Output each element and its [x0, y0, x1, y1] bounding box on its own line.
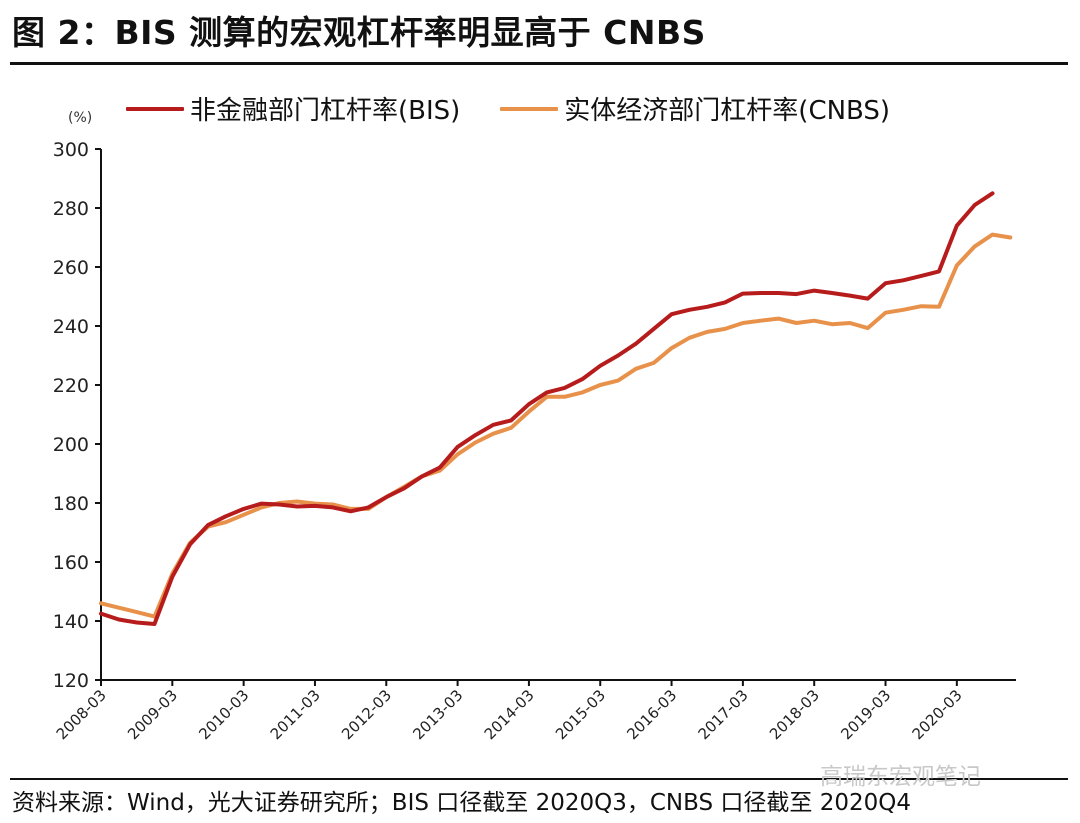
- y-tick-label: 160: [53, 552, 89, 574]
- y-tick-label: 300: [53, 139, 89, 161]
- y-tick-label: 260: [53, 257, 89, 279]
- y-tick-label: 140: [53, 611, 89, 633]
- figure-title: 图 2：BIS 测算的宏观杠杆率明显高于 CNBS: [12, 13, 706, 52]
- title-divider: [10, 62, 1068, 65]
- x-tick-label: 2008-03: [53, 686, 110, 743]
- series-line-cnbs: [99, 232, 1013, 619]
- x-tick-label: 2017-03: [695, 686, 752, 743]
- x-tick-label: 2012-03: [338, 686, 395, 743]
- x-tick-label: 2019-03: [837, 686, 894, 743]
- x-tick-label: 2013-03: [409, 686, 466, 743]
- legend-item-cnbs: 实体经济部门杠杆率(CNBS): [500, 90, 890, 127]
- y-tick-label: 180: [53, 493, 89, 515]
- series-line-bis: [99, 191, 995, 626]
- y-tick-label: 220: [53, 375, 89, 397]
- x-tick-label: 2011-03: [267, 686, 324, 743]
- x-tick-label: 2020-03: [909, 686, 966, 743]
- source-divider: [10, 778, 1068, 780]
- x-tick-label: 2018-03: [766, 686, 823, 743]
- legend-item-bis: 非金融部门杠杆率(BIS): [126, 90, 460, 127]
- source-note: 资料来源：Wind，光大证券研究所；BIS 口径截至 2020Q3，CNBS 口…: [12, 790, 911, 816]
- x-tick-label: 2010-03: [195, 686, 252, 743]
- chart-legend: 非金融部门杠杆率(BIS) 实体经济部门杠杆率(CNBS): [126, 90, 930, 127]
- watermark: 高瑞东宏观笔记: [820, 764, 981, 790]
- legend-swatch-cnbs: [500, 106, 559, 111]
- y-tick-label: 280: [53, 198, 89, 220]
- legend-swatch-bis: [126, 106, 184, 111]
- x-tick-label: 2014-03: [481, 686, 538, 743]
- x-tick-label: 2015-03: [552, 686, 609, 743]
- x-tick-label: 2009-03: [124, 686, 181, 743]
- x-tick-label: 2016-03: [623, 686, 680, 743]
- y-tick-label: 240: [53, 316, 89, 338]
- legend-label-bis: 非金融部门杠杆率(BIS): [190, 96, 461, 126]
- y-axis-unit: (%): [68, 110, 93, 126]
- y-tick-label: 120: [53, 670, 89, 692]
- y-tick-label: 200: [53, 434, 89, 456]
- legend-label-cnbs: 实体经济部门杠杆率(CNBS): [564, 96, 891, 126]
